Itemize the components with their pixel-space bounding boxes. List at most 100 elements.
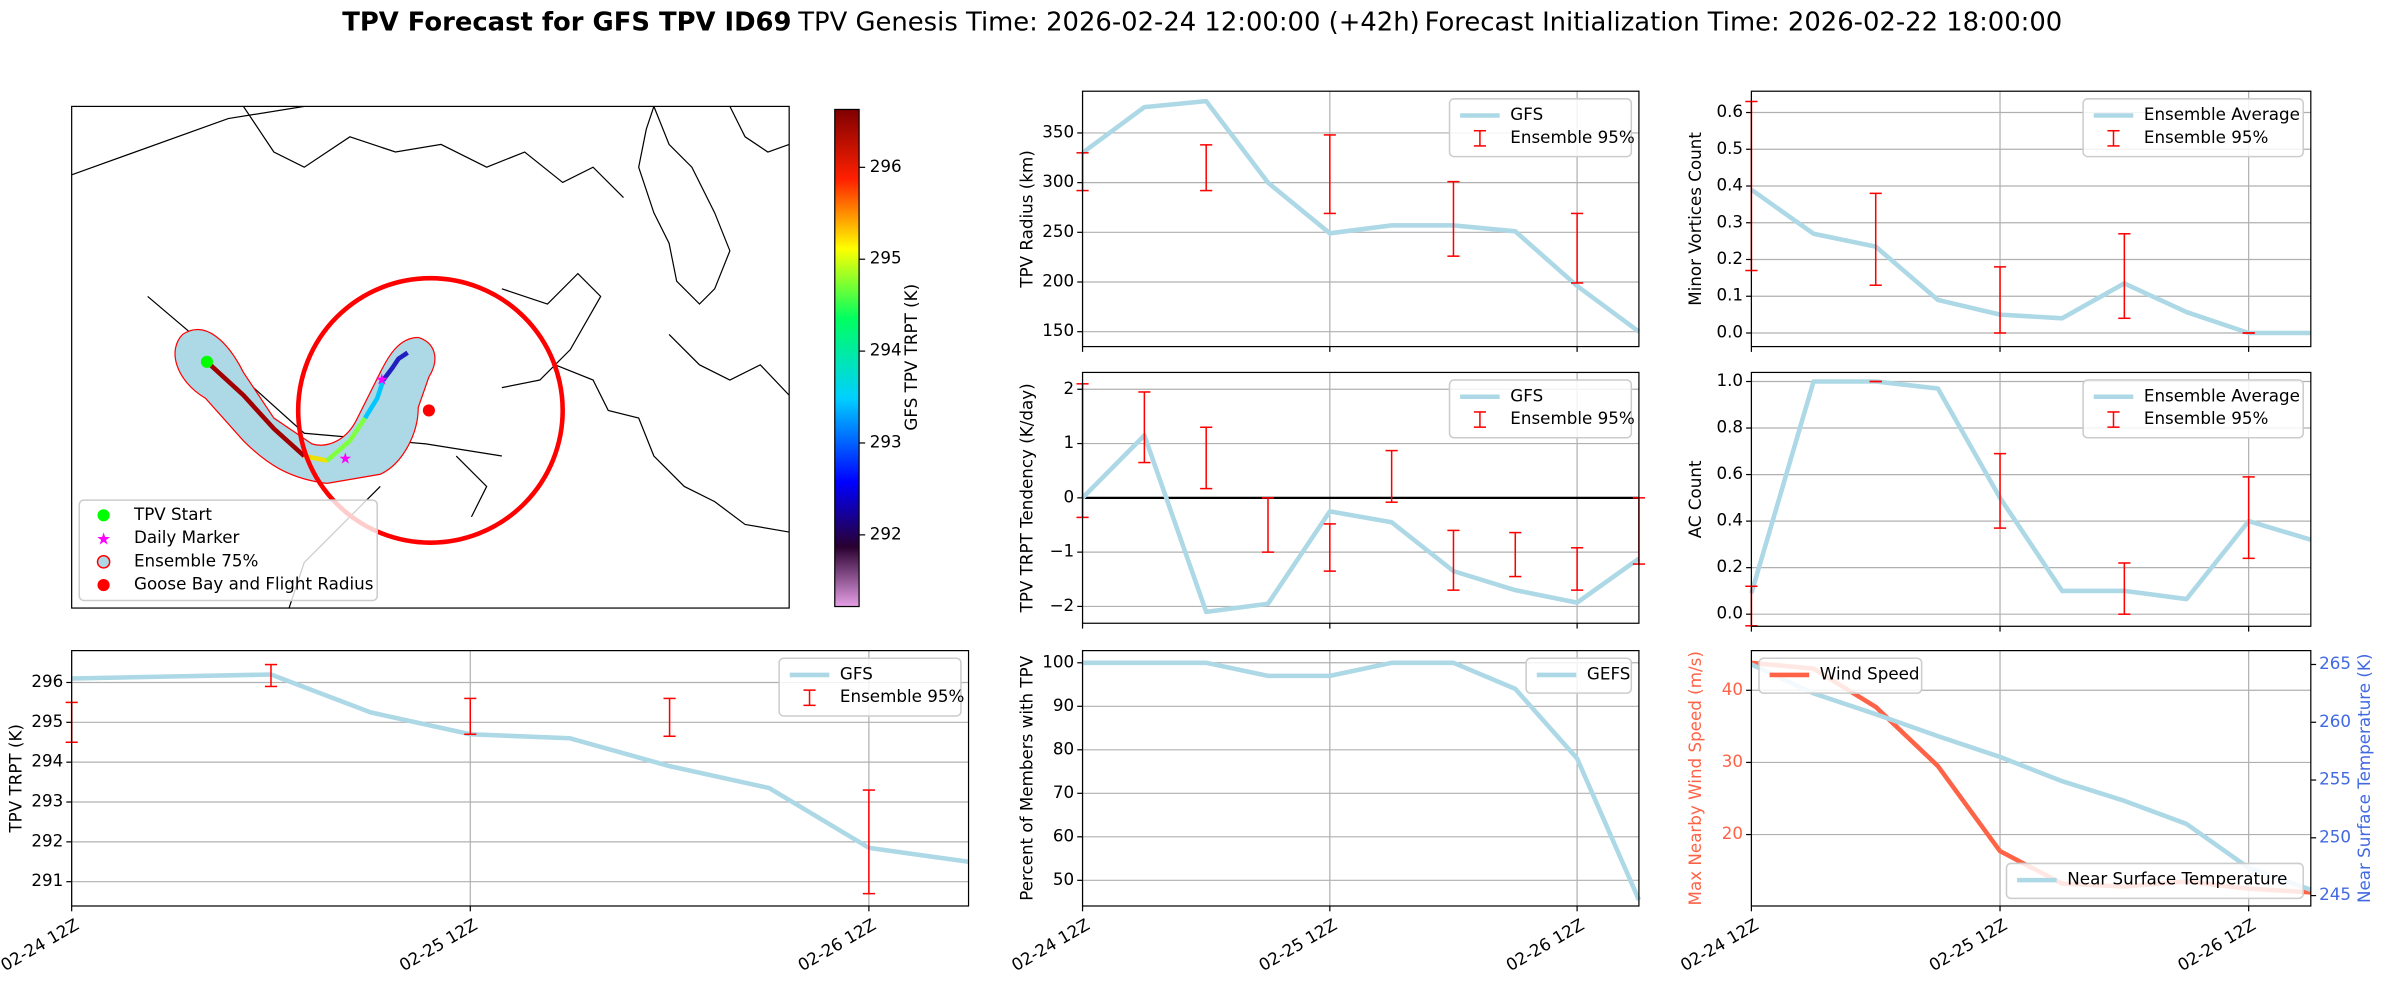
y-tick-label: 350: [1042, 121, 1074, 141]
y-tick-label: 0.2: [1716, 248, 1743, 268]
y-tick-label: 70: [1053, 782, 1074, 802]
legend-label: Ensemble 95%: [2144, 408, 2268, 428]
y-tick-label: 0.6: [1716, 463, 1743, 483]
y-tick-label: 0.8: [1716, 417, 1743, 437]
track: [205, 360, 306, 458]
genesis-time: TPV Genesis Time: 2026-02-24 12:00:00 (+…: [797, 7, 1419, 37]
axes-frame: [1081, 90, 1640, 348]
x-tick-label: 02-25 12Z: [1925, 914, 2010, 975]
legend-label: Ensemble 95%: [840, 686, 964, 706]
colorbar: [834, 108, 860, 608]
axes-frame: [1750, 650, 2312, 907]
y-tick-label: 265: [2319, 653, 2351, 673]
y-tick-label: 0: [1064, 486, 1075, 506]
y-tick-label: 100: [1042, 651, 1074, 671]
legend-marker: ★: [96, 529, 111, 549]
series-line: [1750, 187, 2311, 336]
ensemble-area: [174, 329, 436, 485]
y-tick-label: 150: [1042, 320, 1074, 340]
colorbar-tick-label: 295: [870, 248, 902, 268]
legend: [1758, 657, 1923, 694]
map-legend: [78, 499, 378, 602]
legend-label: Ensemble Average: [2144, 104, 2300, 124]
legend-label: Ensemble 95%: [2144, 127, 2268, 147]
y-tick-label: 1: [1064, 432, 1075, 452]
legend-marker: [97, 579, 110, 592]
y-tick-label: 255: [2319, 769, 2351, 789]
y-tick-label: 300: [1042, 171, 1074, 191]
daily-marker: ★: [338, 450, 352, 468]
y-tick-label: 295: [31, 711, 63, 731]
axis-label: Percent of Members with TPV: [1016, 655, 1036, 901]
track: [363, 379, 386, 420]
axis-label: Minor Vortices Count: [1685, 132, 1705, 306]
coastline: [71, 106, 602, 609]
y-tick-label: 294: [31, 751, 63, 771]
axes-frame: [1750, 371, 2312, 627]
axis-label: TPV Radius (km): [1016, 150, 1036, 288]
goose-bay: [422, 404, 435, 417]
y-tick-label: 291: [31, 870, 63, 890]
legend: [2082, 379, 2304, 439]
axes-frame: [1081, 650, 1640, 907]
axis-label: Max Nearby Wind Speed (m/s): [1685, 651, 1705, 905]
series-line: [1751, 660, 2311, 895]
legend-marker: [97, 509, 110, 522]
legend-label: Daily Marker: [134, 527, 240, 547]
legend-label: TPV Start: [133, 504, 212, 524]
series-line: [1082, 660, 1642, 901]
series-line: [71, 672, 969, 865]
y-tick-label: 0.0: [1716, 603, 1743, 623]
y-tick-label: 250: [2319, 826, 2351, 846]
y-tick-label: 60: [1053, 825, 1074, 845]
legend-label: Ensemble 75%: [134, 550, 258, 570]
flight-radius: [295, 275, 565, 545]
legend: [2082, 98, 2304, 158]
legend-label: Ensemble 95%: [1510, 127, 1634, 147]
y-tick-label: 0.2: [1716, 556, 1743, 576]
y-tick-label: 30: [1722, 751, 1743, 771]
y-tick-label: 296: [31, 671, 63, 691]
legend-label: GEFS: [1587, 663, 1630, 683]
y-tick-label: −1: [1050, 541, 1075, 561]
x-tick-label: 02-26 12Z: [1502, 914, 1587, 975]
axis-label: TPV TRPT Tendency (K/day): [1016, 383, 1036, 613]
series-line: [1080, 433, 1641, 615]
coastline: [242, 106, 790, 533]
y-tick-label: 40: [1722, 679, 1743, 699]
y-tick-label: 0.4: [1716, 510, 1743, 530]
axis-label: TPV TRPT (K): [5, 724, 25, 834]
y-tick-label: 1.0: [1716, 370, 1743, 390]
y-tick-label: 293: [31, 791, 63, 811]
init-time: Forecast Initialization Time: 2026-02-22…: [1425, 7, 2063, 37]
y-tick-label: 20: [1722, 823, 1743, 843]
colorbar-tick-label: 292: [870, 523, 902, 543]
y-tick-label: 292: [31, 830, 63, 850]
x-tick-label: 02-25 12Z: [396, 914, 481, 975]
y-tick-label: 90: [1053, 695, 1074, 715]
track: [325, 416, 367, 463]
legend-label: Ensemble Average: [2144, 385, 2300, 405]
coastline: [638, 106, 790, 305]
legend-label: Ensemble 95%: [1510, 408, 1634, 428]
y-tick-label: 245: [2319, 884, 2351, 904]
axes-frame: [1081, 371, 1640, 624]
x-tick-label: 02-24 12Z: [1677, 914, 1762, 975]
y-tick-label: 0.1: [1716, 285, 1743, 305]
colorbar-tick-label: 296: [870, 156, 902, 176]
x-tick-label: 02-26 12Z: [794, 914, 879, 975]
legend-label: Goose Bay and Flight Radius: [134, 574, 373, 594]
x-tick-label: 02-24 12Z: [0, 914, 82, 975]
map-frame: [71, 105, 790, 609]
figure-title: TPV Forecast for GFS TPV ID69: [342, 7, 791, 37]
y-tick-label: 0.5: [1716, 138, 1743, 158]
colorbar-tick-label: 293: [870, 431, 902, 451]
axis-label: Near Surface Temperature (K): [2354, 654, 2374, 903]
y-tick-label: 0.0: [1716, 321, 1743, 341]
legend-label: Near Surface Temperature: [2067, 869, 2287, 889]
series-line: [1749, 379, 2312, 602]
y-tick-label: 0.3: [1716, 211, 1743, 231]
y-tick-label: 0.4: [1716, 175, 1743, 195]
y-tick-label: 200: [1042, 270, 1074, 290]
